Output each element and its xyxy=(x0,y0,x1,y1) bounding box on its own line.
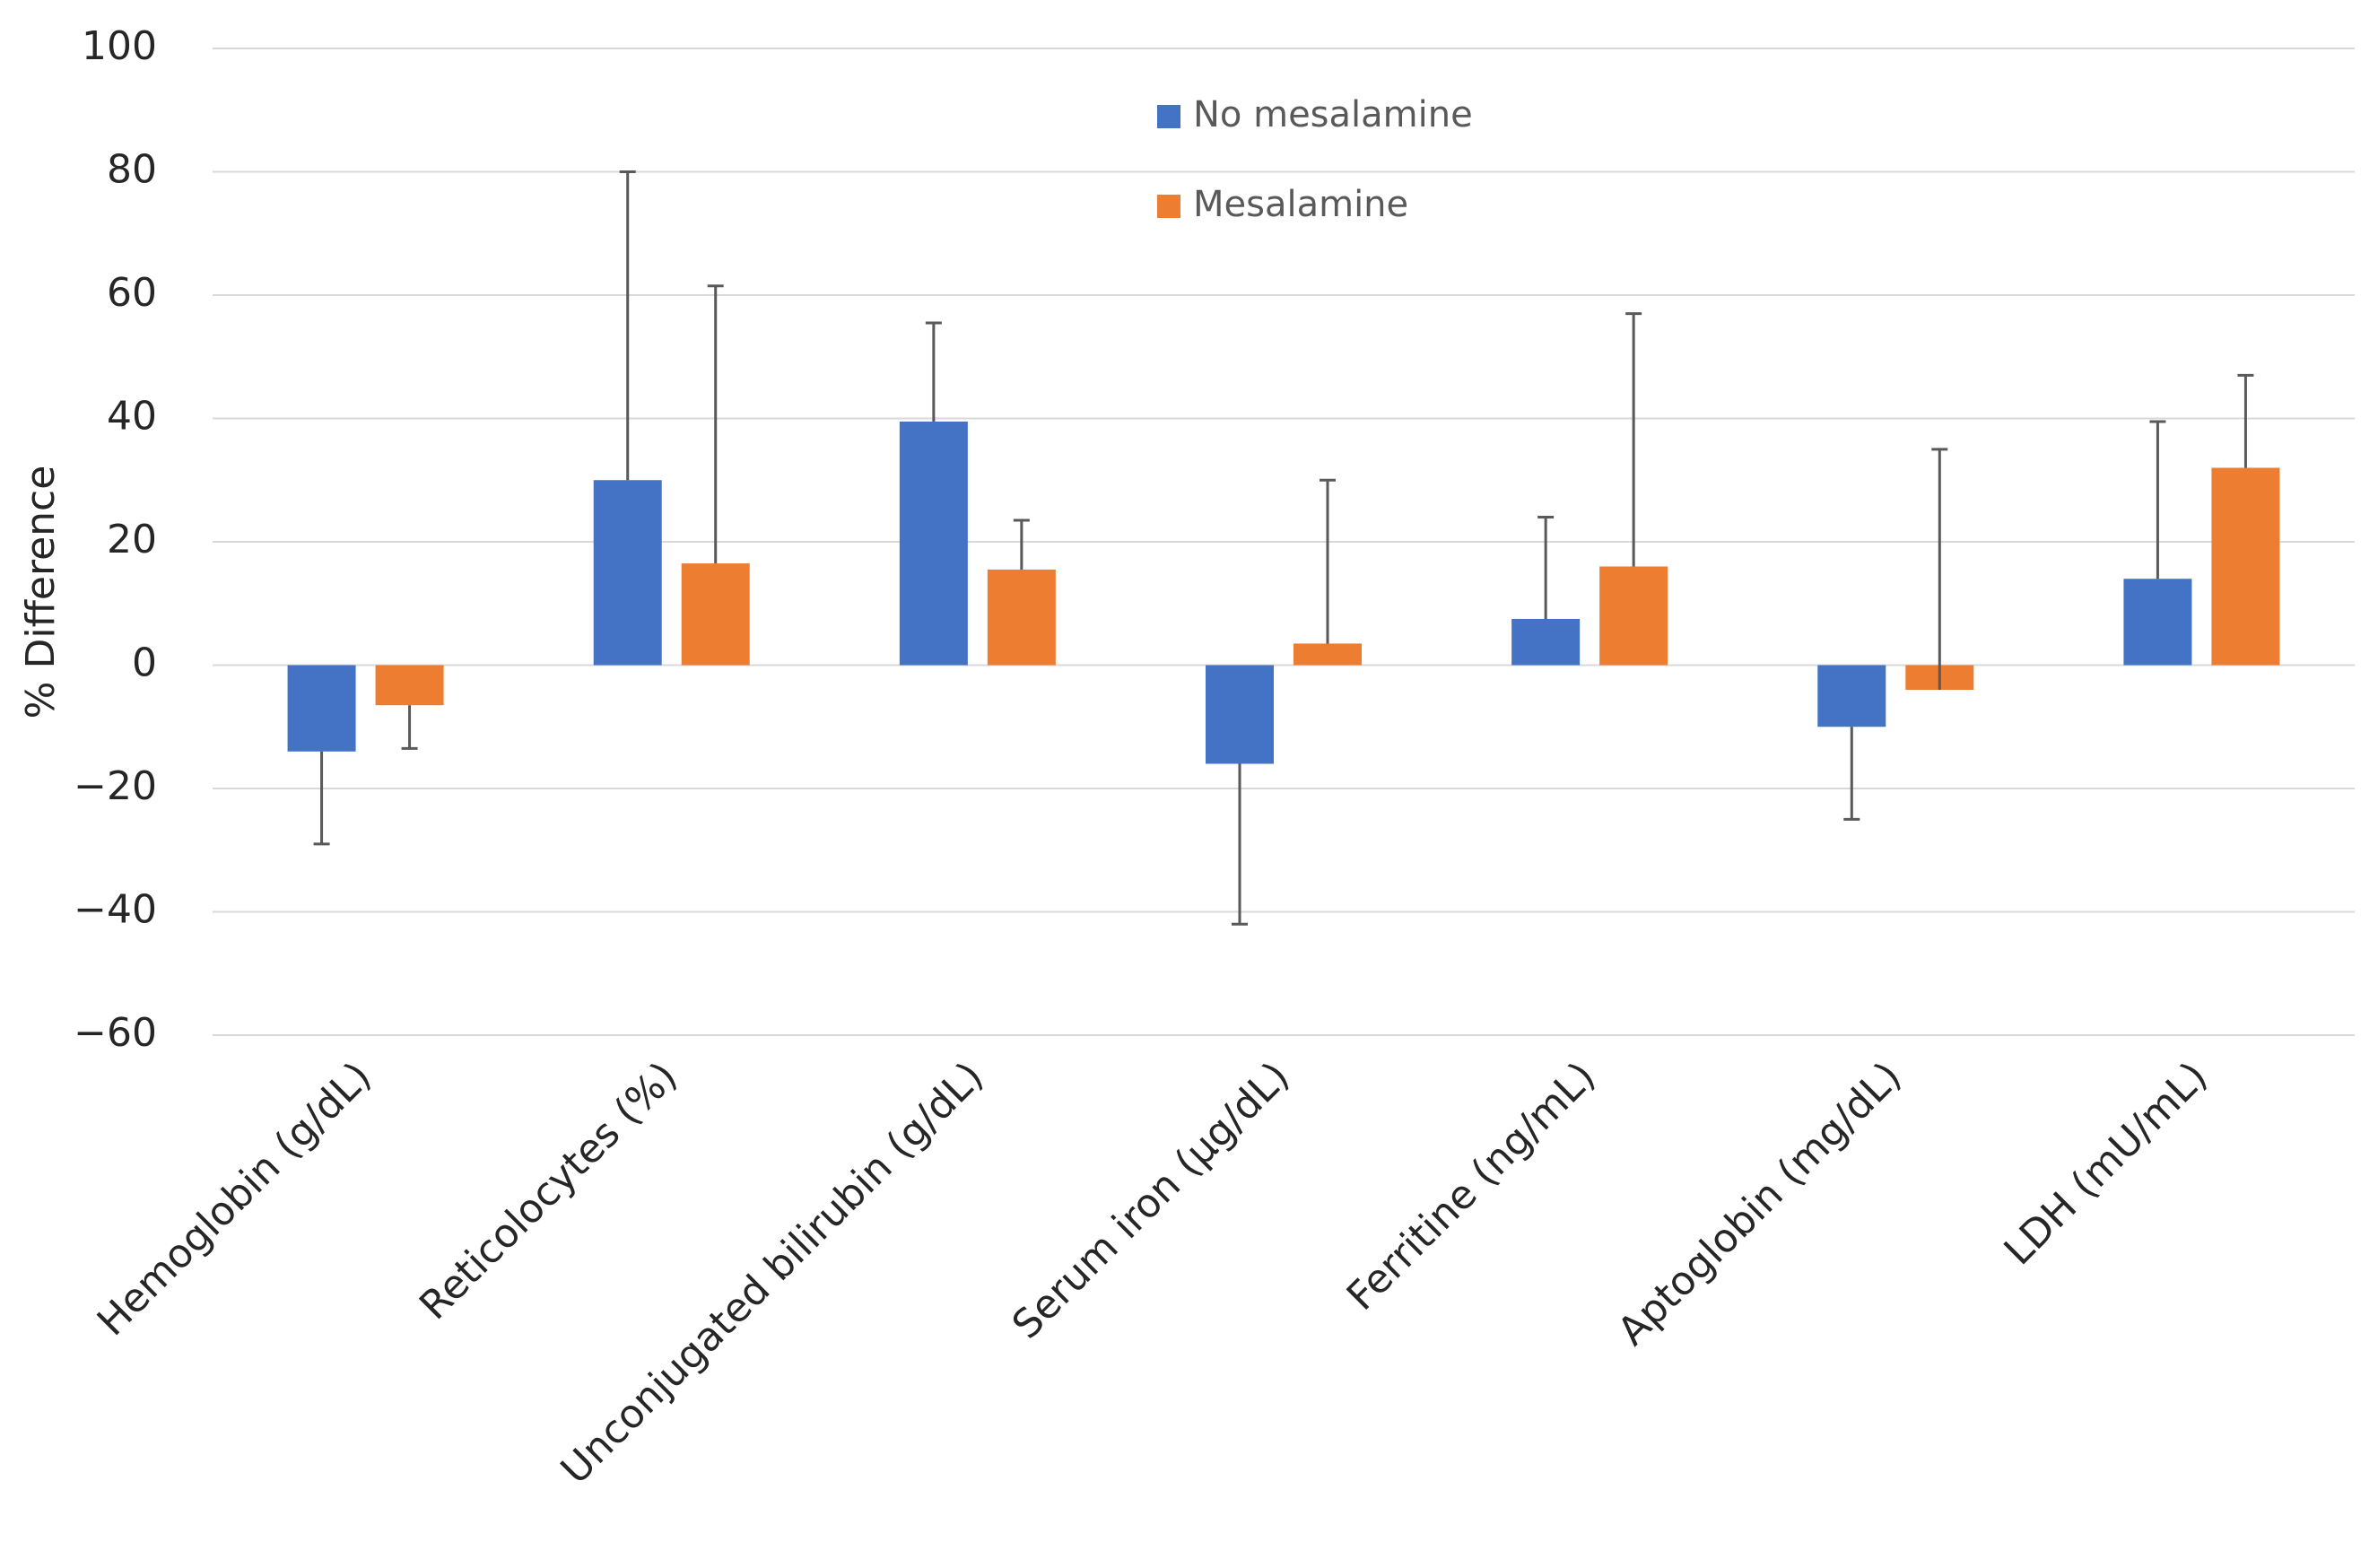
bar xyxy=(899,421,968,666)
bar xyxy=(1206,665,1274,764)
error-bar xyxy=(1232,763,1248,926)
bar xyxy=(593,480,662,666)
error-bar xyxy=(1013,518,1030,570)
bar xyxy=(2211,467,2280,666)
bar xyxy=(681,563,750,666)
y-tick-label: −20 xyxy=(74,763,157,809)
error-bar xyxy=(619,170,636,481)
y-tick-label: 0 xyxy=(132,640,157,686)
error-bar xyxy=(2237,373,2254,468)
legend-label: No mesalamine xyxy=(1193,94,1473,135)
x-tick-label: Hemoglobin (g/dL) xyxy=(89,1053,380,1345)
error-bar xyxy=(1843,727,1860,821)
bar xyxy=(1511,618,1581,666)
x-tick-label: LDH (mU/mL) xyxy=(1996,1053,2217,1274)
error-bar xyxy=(313,751,330,846)
y-tick-label: 40 xyxy=(107,394,157,440)
legend-label: Mesalamine xyxy=(1193,184,1408,225)
error-bar xyxy=(1320,478,1336,644)
error-bar xyxy=(925,321,942,422)
x-tick-label: Ferritine (ng/mL) xyxy=(1338,1053,1605,1320)
bar xyxy=(1599,566,1668,666)
error-bar xyxy=(1931,448,1948,690)
bar xyxy=(987,569,1056,666)
legend-swatch xyxy=(1157,195,1180,218)
y-axis-title: % Difference xyxy=(18,466,64,719)
bar xyxy=(1817,665,1886,727)
y-tick-label: 20 xyxy=(107,517,157,562)
y-tick-label: 80 xyxy=(107,147,157,193)
bar xyxy=(287,665,356,752)
y-tick-label: 60 xyxy=(107,270,157,316)
bar xyxy=(1294,643,1362,666)
error-bar xyxy=(401,705,418,750)
y-tick-label: 100 xyxy=(82,23,157,69)
bar xyxy=(2123,579,2192,666)
legend-swatch xyxy=(1157,105,1180,128)
error-bar xyxy=(1625,312,1642,567)
error-bar xyxy=(707,284,724,564)
y-tick-label: −60 xyxy=(74,1010,157,1056)
x-tick-label: Reticolocytes (%) xyxy=(411,1053,686,1328)
error-bar xyxy=(2149,420,2166,579)
x-tick-label: Aptoglobin (mg/dL) xyxy=(1609,1053,1911,1355)
error-bar xyxy=(1537,516,1555,619)
y-tick-label: −40 xyxy=(74,887,157,933)
x-tick-label: Serum iron (µg/dL) xyxy=(1004,1053,1298,1347)
bar xyxy=(375,665,444,706)
